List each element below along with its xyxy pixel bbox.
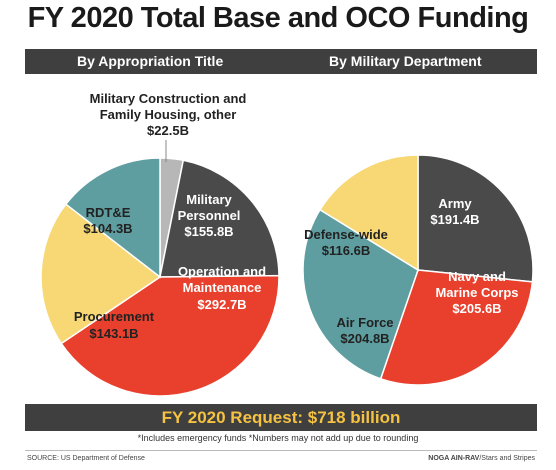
chart-title: FY 2020 Total Base and OCO Funding	[27, 2, 529, 34]
label-military-construction-and-family-housing-other: Military Construction and Family Housing,…	[90, 91, 247, 122]
label-army: Army	[438, 196, 472, 211]
value-military-personnel: $155.8B	[184, 224, 233, 239]
label-navy-and-marine-corps: Navy and Marine Corps	[435, 269, 518, 300]
label-rdt-e: RDT&E	[86, 205, 131, 220]
label-air-force: Air Force	[336, 315, 393, 330]
pie-appropriation: Military Construction and Family Housing,…	[40, 91, 280, 397]
footer: SOURCE: US Department of Defense NOGA AI…	[25, 450, 537, 467]
value-navy-and-marine-corps: $205.6B	[452, 301, 501, 316]
slice-operation-and-maintenance	[60, 274, 280, 397]
subtitle-appropriation: By Appropriation Title	[77, 53, 224, 69]
label-defense-wide: Defense-wide	[304, 227, 388, 242]
value-operation-and-maintenance: $292.7B	[197, 297, 246, 312]
value-rdt-e: $104.3B	[83, 221, 132, 236]
slice-army	[417, 154, 534, 283]
value-air-force: $204.8B	[340, 331, 389, 346]
credit-text: NOGA AIN-RAV/Stars and Stripes	[428, 455, 535, 462]
request-total-bar: FY 2020 Request: $718 billion	[25, 404, 537, 431]
slice-air-force	[302, 208, 419, 380]
value-defense-wide: $116.6B	[322, 243, 370, 258]
slice-navy-and-marine-corps	[379, 269, 534, 386]
label-procurement: Procurement	[74, 309, 155, 324]
slice-military-personnel	[159, 159, 280, 278]
slice-defense-wide	[318, 154, 419, 272]
label-operation-and-maintenance: Operation and Maintenance	[178, 264, 266, 295]
footnotes: *Includes emergency funds *Numbers may n…	[137, 433, 419, 443]
subtitle-department: By Military Department	[329, 53, 482, 69]
slice-procurement	[40, 203, 162, 345]
value-military-construction-and-family-housing-other: $22.5B	[147, 123, 189, 138]
value-army: $191.4B	[430, 212, 479, 227]
value-procurement: $143.1B	[89, 326, 138, 341]
credit-org: /Stars and Stripes	[479, 455, 535, 462]
slice-rdt-e	[64, 157, 161, 279]
pie-department: Army$191.4B Navy and Marine Corps$205.6B Ai…	[302, 154, 534, 386]
credit-name: NOGA AIN-RAV	[428, 455, 480, 462]
subtitle-bar: By Appropriation Title By Military Depar…	[25, 49, 537, 74]
source-text: SOURCE: US Department of Defense	[27, 455, 145, 462]
label-military-personnel: Military Personnel	[178, 192, 241, 223]
